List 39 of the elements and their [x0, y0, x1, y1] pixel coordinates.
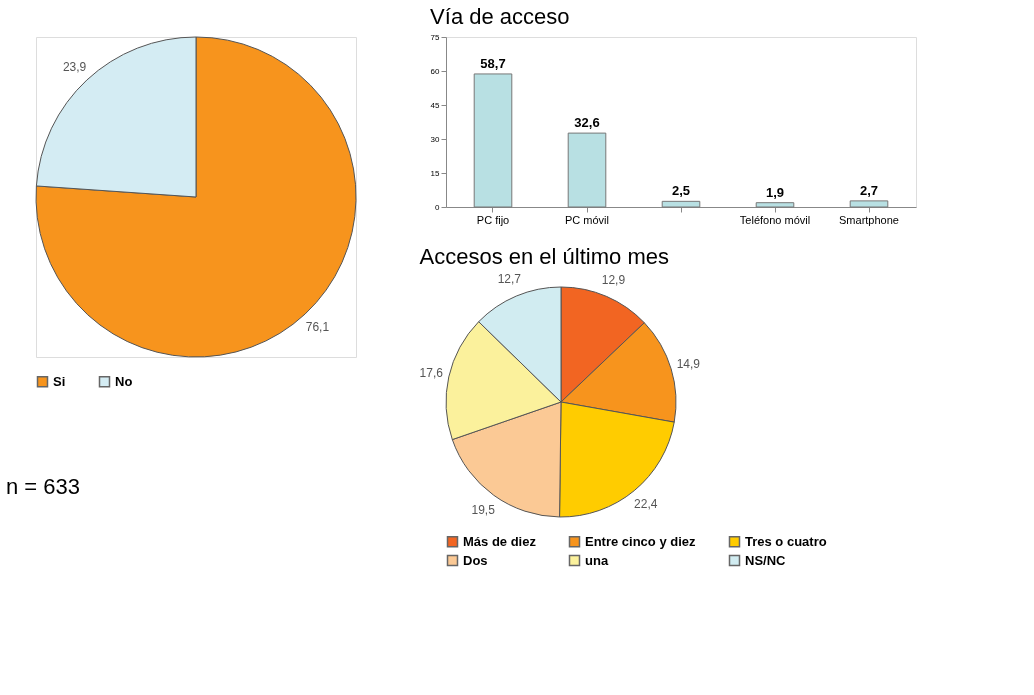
chart-title: Vía de acceso — [430, 4, 570, 29]
legend-label: Más de diez — [463, 533, 537, 549]
bar — [473, 73, 513, 208]
data-label: 12,7 — [497, 272, 522, 287]
legend-label: NS/NC — [745, 552, 787, 568]
data-label: 76,1 — [305, 320, 330, 335]
bar — [849, 200, 889, 208]
x-tick-label: PC fijo — [476, 213, 510, 226]
x-tick-label: PC móvil — [564, 213, 610, 226]
y-tick-label: 75 — [430, 32, 441, 42]
y-tick-label: 30 — [430, 134, 441, 144]
legend-label: No — [115, 373, 133, 389]
data-label: 12,9 — [601, 272, 626, 287]
data-label: 23,9 — [62, 59, 87, 74]
legend-label: Dos — [463, 552, 488, 568]
data-label: 14,9 — [676, 356, 701, 371]
legend-label: una — [585, 552, 609, 568]
data-label: 2,5 — [671, 183, 691, 199]
y-tick-label: 0 — [435, 202, 441, 212]
chart-title: Accesos en el último mes — [419, 244, 669, 270]
data-label: 22,4 — [634, 497, 658, 512]
bar — [661, 200, 701, 208]
x-tick-label: Teléfono móvil — [739, 213, 811, 226]
data-label: 19,5 — [471, 502, 496, 517]
bar — [755, 202, 795, 208]
x-tick-label: Smartphone — [839, 213, 899, 226]
y-tick-label: 60 — [430, 66, 441, 76]
text: n = 633 — [6, 474, 81, 499]
data-label: 17,6 — [419, 365, 444, 380]
data-label: 58,7 — [480, 55, 506, 71]
legend-label: Tres o cuatro — [745, 533, 827, 549]
bar — [567, 132, 607, 208]
legend-label: Entre cinco y diez — [585, 533, 697, 549]
legend-label: Si — [53, 373, 66, 389]
data-label: 32,6 — [574, 115, 600, 131]
y-tick-label: 45 — [430, 100, 441, 110]
data-label: 2,7 — [859, 182, 879, 198]
data-label: 1,9 — [765, 184, 785, 200]
y-tick-label: 15 — [430, 168, 441, 178]
